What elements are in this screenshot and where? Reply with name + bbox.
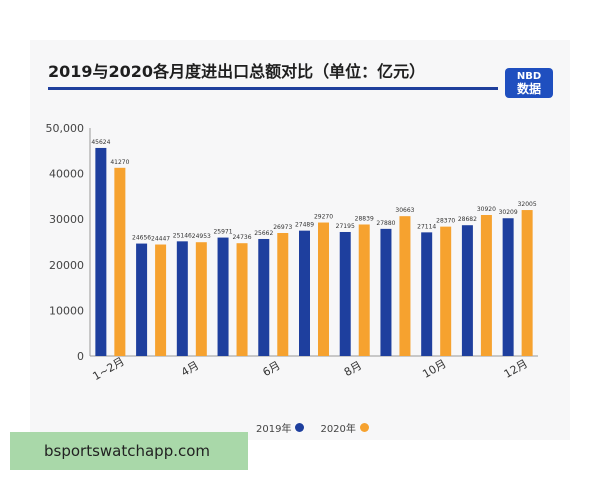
bar-2019年-3月 — [136, 243, 148, 356]
chart-title: 2019与2020各月度进出口总额对比（单位：亿元） — [48, 62, 426, 81]
data-label: 30209 — [499, 209, 518, 216]
y-tick-label: 30000 — [49, 213, 84, 226]
y-tick-label: 0 — [77, 350, 84, 363]
y-tick-label: 50,000 — [46, 122, 85, 135]
bar-2019年-5月 — [217, 237, 229, 356]
x-tick-label: 4月 — [179, 359, 201, 379]
bar-2019年-11月 — [461, 225, 473, 356]
bar-2020年-11月 — [480, 215, 492, 356]
x-tick-label: 8月 — [342, 359, 364, 379]
bar-2020年-4月 — [195, 242, 207, 356]
bar-2020年-1~2月 — [114, 167, 126, 356]
data-label: 41270 — [110, 159, 129, 166]
bar-2019年-4月 — [176, 241, 188, 356]
bar-2019年-1~2月 — [95, 147, 107, 356]
nbd-logo: NBD 数据 — [505, 68, 553, 98]
bar-2019年-9月 — [380, 228, 392, 356]
bar-2020年-8月 — [358, 224, 370, 356]
y-tick-label: 40000 — [49, 168, 84, 181]
x-tick-label: 1~2月 — [91, 355, 127, 383]
data-label: 25971 — [213, 229, 232, 236]
data-label: 25146 — [173, 232, 192, 239]
data-label: 27195 — [336, 223, 355, 230]
bar-2019年-7月 — [299, 230, 310, 356]
data-label: 24736 — [232, 234, 251, 241]
bar-2019年-10月 — [421, 232, 433, 356]
x-tick-label: 6月 — [260, 359, 282, 379]
x-tick-label: 12月 — [502, 357, 530, 381]
legend-swatch-2020 — [359, 423, 369, 432]
bar-2019年-6月 — [258, 238, 270, 356]
bar-2020年-12月 — [521, 210, 533, 356]
watermark-text: bsportswatchapp.com — [44, 442, 211, 460]
bar-2020年-6月 — [277, 233, 289, 356]
title-underline — [48, 87, 498, 90]
legend-item-2020: 2020年 — [320, 420, 369, 435]
bar-2020年-7月 — [318, 222, 329, 356]
y-tick-label: 20000 — [49, 259, 84, 272]
data-label: 27114 — [417, 223, 436, 230]
logo-line-2: 数据 — [516, 82, 541, 96]
legend-label-2020: 2020年 — [320, 424, 356, 435]
data-label: 30920 — [477, 206, 496, 213]
y-tick-label: 10000 — [49, 304, 84, 317]
logo-line-1: NBD — [516, 71, 542, 82]
data-label: 30663 — [395, 207, 414, 214]
data-label: 25662 — [254, 230, 273, 237]
bar-2019年-8月 — [339, 231, 351, 356]
watermark-banner[interactable]: bsportswatchapp.com — [10, 432, 248, 470]
bar-2020年-9月 — [399, 216, 411, 356]
legend-label-2019: 2019年 — [256, 424, 292, 435]
bar-2020年-10月 — [440, 226, 452, 356]
data-label: 26973 — [273, 224, 292, 231]
data-label: 32005 — [518, 201, 537, 208]
data-label: 28370 — [436, 218, 455, 225]
data-label: 28839 — [355, 215, 374, 222]
data-label: 45624 — [91, 139, 110, 146]
data-label: 27489 — [295, 222, 314, 229]
data-label: 28682 — [458, 216, 477, 223]
bar-2019年-12月 — [502, 218, 514, 356]
bar-2020年-3月 — [155, 244, 167, 356]
legend-swatch-2019 — [295, 423, 305, 432]
legend: 2019年 2020年 — [256, 420, 369, 435]
legend-item-2019: 2019年 — [256, 420, 305, 435]
data-label: 27880 — [376, 220, 395, 227]
data-label: 24656 — [132, 235, 151, 242]
data-label: 24953 — [192, 233, 211, 240]
data-label: 24447 — [151, 236, 170, 243]
data-label: 29270 — [314, 214, 333, 221]
x-tick-label: 10月 — [420, 357, 448, 381]
bar-2020年-5月 — [236, 243, 248, 356]
